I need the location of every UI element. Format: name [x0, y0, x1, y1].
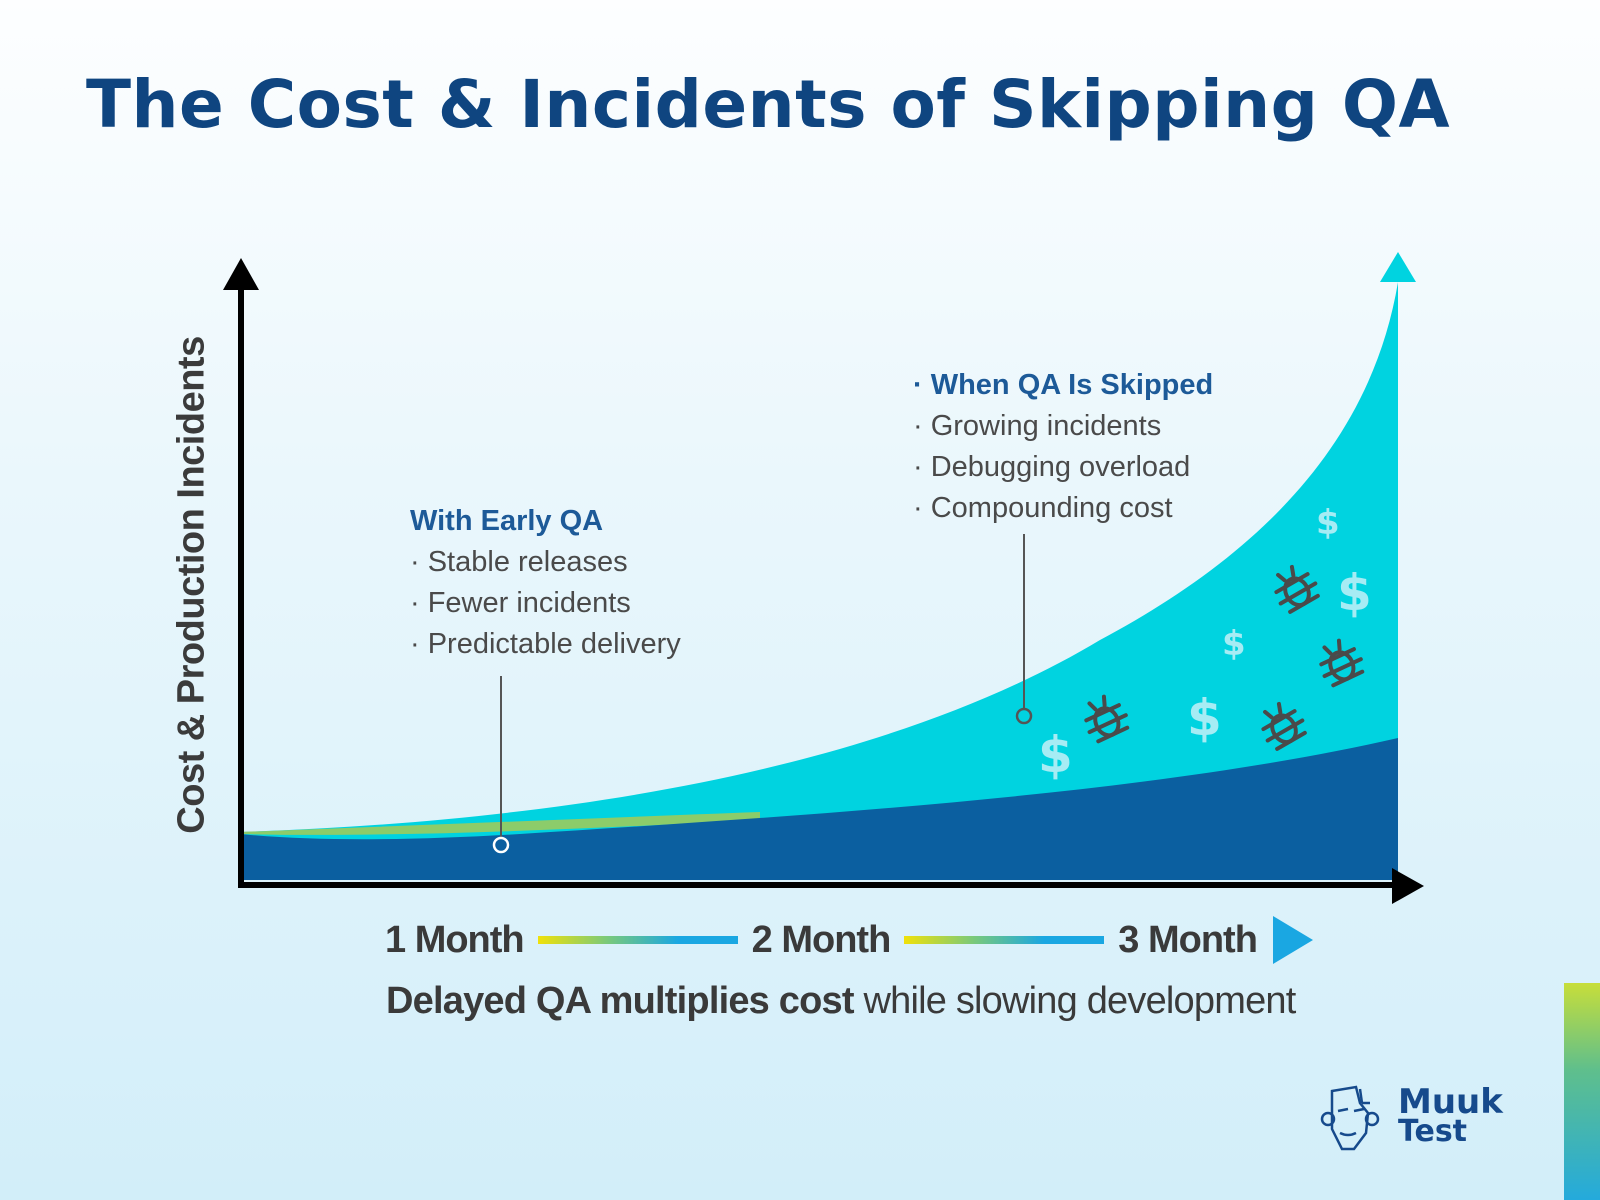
skipped-qa-item: Debugging overload [913, 447, 1213, 488]
page-title: The Cost & Incidents of Skipping QA [86, 66, 1451, 143]
skipped-qa-callout: When QA Is Skipped Growing incidents Deb… [913, 365, 1214, 529]
muuktest-logo: Muuk Test [1320, 1083, 1520, 1155]
skipped-qa-heading: When QA Is Skipped [913, 365, 1214, 406]
skipped-qa-area [240, 282, 1398, 880]
growth-arrow-icon [1380, 252, 1416, 282]
skipped-qa-item: Growing incidents [913, 406, 1213, 447]
corner-gradient-strip [1564, 983, 1600, 1200]
y-axis-label: Cost & Production Incidents [170, 336, 213, 834]
logo-line1: Muuk [1398, 1082, 1503, 1122]
logo-line2: Test [1398, 1114, 1468, 1149]
dollar-icon: $ [1337, 564, 1372, 622]
timeline-bar [537, 936, 738, 944]
early-qa-area [240, 738, 1398, 880]
timeline-arrow-icon [1272, 916, 1313, 964]
early-qa-callout-dot [492, 836, 510, 854]
skipped-qa-item: Compounding cost [913, 488, 1213, 529]
dollar-icon: $ [1222, 624, 1246, 664]
early-qa-heading: With Early QA [410, 505, 604, 537]
x-axis-caption: Delayed QA multiplies cost while slowing… [386, 980, 1296, 1023]
month-label: 1 Month [385, 918, 525, 961]
caption-bold: Delayed QA multiplies cost [386, 980, 855, 1022]
caption-rest: while slowing development [853, 980, 1296, 1022]
early-qa-item: Fewer incidents [410, 583, 681, 624]
early-qa-item: Stable releases [410, 542, 681, 583]
timeline-bar [904, 936, 1105, 944]
dollar-icon: $ [1038, 726, 1073, 784]
month-label: 3 Month [1118, 918, 1258, 961]
month-label: 2 Month [751, 918, 892, 961]
x-axis-arrow-icon [1392, 868, 1424, 904]
face-logo-icon [1320, 1085, 1380, 1151]
bug-icon [1319, 638, 1365, 688]
early-qa-item: Predictable delivery [410, 624, 681, 665]
bug-icon [1274, 564, 1320, 614]
dollar-icon: $ [1316, 503, 1340, 543]
dollar-icon: $ [1187, 689, 1222, 747]
bug-icon [1261, 701, 1307, 751]
timeline: 1 Month 2 Month 3 Month [385, 915, 1313, 965]
early-qa-callout: With Early QA Stable releases Fewer inci… [410, 501, 681, 665]
y-axis-arrow-icon [223, 258, 259, 290]
bug-icon [1084, 694, 1130, 744]
skipped-qa-callout-dot [1015, 707, 1033, 725]
